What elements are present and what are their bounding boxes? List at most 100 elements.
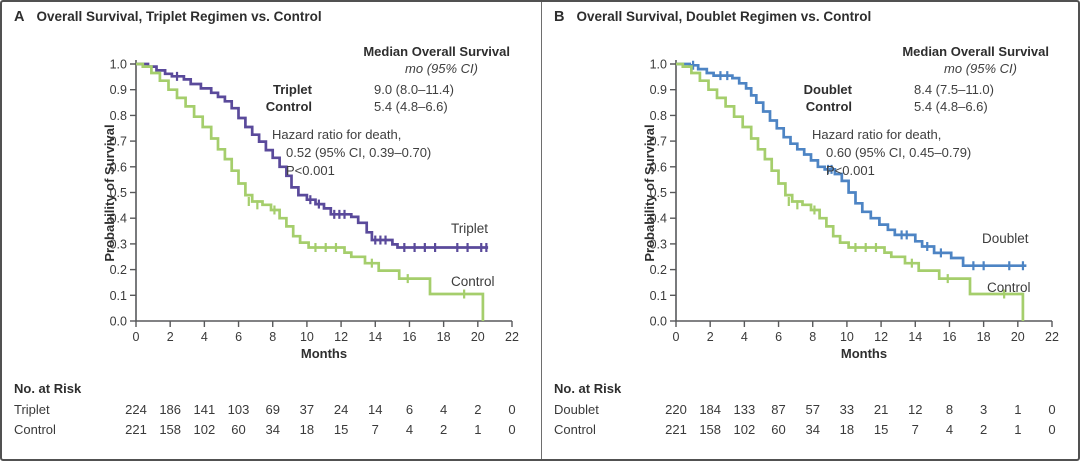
hazard-ratio-line2: 0.60 (95% CI, 0.45–0.79) bbox=[826, 145, 972, 160]
risk-count: 4 bbox=[440, 402, 448, 417]
panel-title: Overall Survival, Doublet Regimen vs. Co… bbox=[576, 9, 872, 24]
x-tick-label: 22 bbox=[1045, 330, 1059, 344]
x-tick-label: 14 bbox=[368, 330, 382, 344]
arm-name: Doublet bbox=[803, 82, 852, 97]
arm-median-value: 5.4 (4.8–6.6) bbox=[374, 99, 448, 114]
risk-count: 15 bbox=[333, 422, 349, 437]
risk-count: 1 bbox=[1014, 422, 1022, 437]
x-tick-label: 14 bbox=[908, 330, 922, 344]
risk-row-label: Doublet bbox=[554, 402, 599, 417]
risk-count: 186 bbox=[159, 402, 182, 417]
risk-count: 1 bbox=[1014, 402, 1022, 417]
x-tick-label: 6 bbox=[775, 330, 782, 344]
arm-median-value: 5.4 (4.8–6.6) bbox=[914, 99, 988, 114]
risk-count: 220 bbox=[665, 402, 687, 417]
risk-counts-row: 221 158 102 60 34 18 15 7 4 2 1 0 bbox=[2, 422, 540, 438]
curve-label-triplet: Triplet bbox=[451, 221, 489, 236]
risk-counts-row: 221 158 102 60 34 18 15 7 4 2 1 0 bbox=[542, 422, 1078, 438]
x-tick-label: 20 bbox=[471, 330, 485, 344]
risk-count: 0 bbox=[1048, 402, 1056, 417]
x-tick-label: 18 bbox=[977, 330, 991, 344]
curve-label-control: Control bbox=[451, 274, 495, 289]
x-tick-label: 8 bbox=[269, 330, 276, 344]
x-axis-title: Months bbox=[300, 346, 348, 361]
median-row-triplet: Triplet 9.0 (8.0–11.4) bbox=[152, 82, 512, 97]
x-tick-label: 4 bbox=[741, 330, 748, 344]
panel-title-row: A Overall Survival, Triplet Regimen vs. C… bbox=[14, 9, 322, 25]
x-tick-label: 16 bbox=[403, 330, 417, 344]
risk-count: 158 bbox=[159, 422, 182, 437]
risk-count: 158 bbox=[699, 422, 722, 437]
x-tick-label: 10 bbox=[840, 330, 854, 344]
risk-count: 21 bbox=[873, 402, 889, 417]
risk-count: 224 bbox=[125, 402, 147, 417]
risk-count: 60 bbox=[771, 422, 786, 437]
no-at-risk-header: No. at Risk bbox=[554, 381, 622, 396]
risk-count: 0 bbox=[508, 402, 516, 417]
risk-count: 18 bbox=[839, 422, 855, 437]
risk-row-label: Control bbox=[14, 422, 56, 437]
risk-count: 7 bbox=[911, 422, 919, 437]
hazard-ratio-line2: 0.52 (95% CI, 0.39–0.70) bbox=[286, 145, 432, 160]
risk-count: 141 bbox=[193, 402, 216, 417]
x-tick-label: 12 bbox=[334, 330, 348, 344]
panel-title-row: B Overall Survival, Doublet Regimen vs. C… bbox=[554, 9, 871, 25]
x-tick-label: 0 bbox=[133, 330, 140, 344]
risk-count: 60 bbox=[231, 422, 246, 437]
median-row-doublet: Doublet 8.4 (7.5–11.0) bbox=[692, 82, 1052, 97]
risk-count: 1 bbox=[474, 422, 482, 437]
risk-count: 102 bbox=[733, 422, 756, 437]
risk-count: 6 bbox=[405, 402, 414, 417]
risk-count: 4 bbox=[945, 422, 954, 437]
x-tick-label: 20 bbox=[1011, 330, 1025, 344]
panel-letter: B bbox=[554, 9, 565, 25]
panel-title: Overall Survival, Triplet Regimen vs. Co… bbox=[36, 9, 322, 24]
arm-name: Control bbox=[265, 99, 312, 114]
risk-count: 12 bbox=[908, 402, 923, 417]
arm-median-value: 9.0 (8.0–11.4) bbox=[374, 82, 454, 97]
curve-label-doublet: Doublet bbox=[982, 231, 1029, 246]
p-value: P<0.001 bbox=[826, 163, 875, 178]
risk-count: 0 bbox=[508, 422, 516, 437]
arm-median-value: 8.4 (7.5–11.0) bbox=[914, 82, 994, 97]
risk-count: 15 bbox=[873, 422, 889, 437]
x-tick-label: 18 bbox=[437, 330, 451, 344]
arm-name: Control bbox=[805, 99, 852, 114]
y-axis-title: Probability of Survival bbox=[642, 124, 657, 262]
p-value: P<0.001 bbox=[286, 163, 335, 178]
x-tick-label: 4 bbox=[201, 330, 208, 344]
y-axis-title: Probability of Survival bbox=[102, 124, 117, 262]
x-tick-label: 16 bbox=[943, 330, 957, 344]
panel-b: 1.0 0.9 0.8 0.7 0.6 0.5 0.4 0.3 0.2 0.1 0.0 0 2 4 6 8 10… bbox=[541, 2, 1078, 459]
risk-count: 34 bbox=[805, 422, 820, 437]
risk-count: 221 bbox=[125, 422, 147, 437]
risk-count: 87 bbox=[771, 402, 786, 417]
risk-count: 103 bbox=[227, 402, 250, 417]
median-survival-units: mo (95% CI) bbox=[944, 61, 1017, 76]
risk-counts-row: 220 184 133 87 57 33 21 12 8 3 1 0 bbox=[542, 402, 1078, 418]
x-tick-label: 10 bbox=[300, 330, 314, 344]
hazard-ratio-line1: Hazard ratio for death, bbox=[812, 127, 942, 142]
risk-counts-row: 224 186 141 103 69 37 24 14 6 4 2 0 bbox=[2, 402, 540, 418]
x-tick-label: 6 bbox=[235, 330, 242, 344]
median-survival-header: Median Overall Survival bbox=[363, 44, 510, 59]
risk-count: 33 bbox=[839, 402, 855, 417]
x-axis-title: Months bbox=[840, 346, 888, 361]
no-at-risk-header: No. at Risk bbox=[14, 381, 82, 396]
risk-count: 0 bbox=[1048, 422, 1056, 437]
risk-count: 69 bbox=[265, 402, 280, 417]
x-tick-label: 8 bbox=[809, 330, 816, 344]
risk-count: 34 bbox=[265, 422, 280, 437]
panel-a: 1.0 0.9 0.8 0.7 0.6 0.5 0.4 0.3 0.2 0.1 0.0 0 2 4 6 8 10… bbox=[2, 2, 540, 459]
panel-letter: A bbox=[14, 9, 25, 25]
risk-count: 133 bbox=[733, 402, 756, 417]
risk-count: 37 bbox=[299, 402, 315, 417]
risk-count: 14 bbox=[368, 402, 383, 417]
risk-count: 2 bbox=[440, 422, 448, 437]
curve-label-control: Control bbox=[987, 280, 1031, 295]
risk-count: 221 bbox=[665, 422, 687, 437]
risk-count: 2 bbox=[980, 422, 988, 437]
risk-count: 18 bbox=[299, 422, 315, 437]
hazard-ratio-line1: Hazard ratio for death, bbox=[272, 127, 402, 142]
